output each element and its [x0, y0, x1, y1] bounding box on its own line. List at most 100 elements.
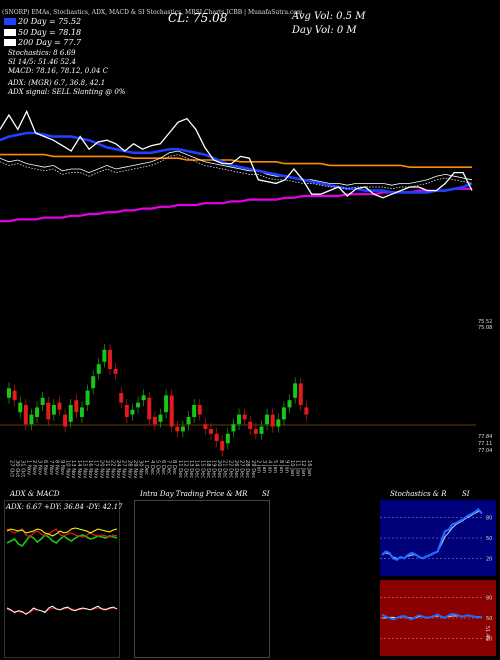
mrsi-axis-label: 80	[486, 596, 492, 602]
mrsi-axis-label: 50	[486, 616, 492, 622]
date-label: 27 Oct	[9, 460, 15, 477]
intraday-panel-title: Intra Day Trading Price & MR	[140, 490, 248, 498]
date-label: 3 Nov	[37, 460, 43, 475]
date-label: 28 Dec	[244, 460, 250, 478]
date-label: 2 Nov	[31, 460, 37, 475]
macd-line	[6, 605, 118, 615]
mrsi-line	[381, 612, 483, 621]
legend-ema50: 50 Day = 78.18	[4, 28, 81, 37]
candle-body	[46, 402, 51, 420]
date-axis: 27 Oct 30 Oct 31 Oct 1 Nov 2 Nov 3 Nov 6 Nov 7 …	[9, 460, 312, 478]
ema200-swatch	[4, 39, 16, 46]
date-label: 8 Nov	[53, 460, 59, 475]
date-label: 20 Nov	[98, 460, 104, 478]
candle-body	[29, 414, 34, 425]
date-label: 10 Jan	[289, 460, 295, 476]
candle-body	[270, 414, 275, 427]
date-label: 12 Jan	[300, 460, 306, 476]
candle-body	[203, 424, 208, 429]
adx-macd-panel-title: ADX & MACD	[10, 490, 60, 498]
date-label: 22 Dec	[227, 460, 233, 478]
candle-body	[40, 397, 45, 405]
candle-body	[35, 407, 40, 417]
price-tag-top2: 75.08	[478, 325, 492, 331]
date-label: 10 Nov	[65, 460, 71, 478]
stoch-axis-label: 80	[486, 516, 492, 522]
macd-chart	[6, 605, 118, 615]
candle-body	[57, 402, 62, 410]
date-label: 11 Dec	[177, 460, 183, 478]
candle-body	[96, 364, 101, 374]
candle-body	[248, 421, 253, 429]
date-label: 26 Dec	[233, 460, 239, 478]
candle-body	[242, 414, 247, 420]
candle-body	[7, 388, 11, 398]
candle-body	[23, 405, 28, 425]
ema-dotted-line	[0, 154, 473, 190]
date-label: 21 Nov	[104, 460, 110, 478]
close-price-label: CL: 75.08	[168, 11, 228, 25]
candle-body	[287, 400, 292, 408]
date-label: 16 Nov	[87, 460, 93, 478]
candle-body	[12, 390, 17, 401]
candle-body	[208, 429, 213, 434]
candle-body	[231, 424, 236, 432]
candle-body	[253, 429, 258, 434]
date-label: 7 Dec	[166, 460, 172, 475]
candle-body	[293, 383, 298, 398]
legend-ema20: 20 Day = 75.52	[4, 17, 81, 26]
price-tag-top: 75.52	[478, 319, 492, 325]
date-label: 27 Dec	[239, 460, 245, 478]
date-label: 12 Dec	[182, 460, 188, 478]
date-label: 4 Dec	[149, 460, 155, 475]
candle-body	[225, 433, 230, 444]
date-label: 20 Dec	[216, 460, 222, 478]
candle-body	[85, 390, 90, 405]
minus-di-line	[6, 528, 118, 538]
date-label: 14 Dec	[194, 460, 200, 478]
date-label: 17 Nov	[93, 460, 99, 478]
candle-body	[175, 426, 180, 432]
lwma-line	[0, 150, 473, 186]
candle-body	[220, 441, 225, 451]
candle-body	[74, 400, 79, 413]
candle-body	[214, 433, 219, 441]
date-label: 15 Dec	[199, 460, 205, 478]
adx-readout: ADX: (MGR) 6.7, 36.8, 42.1	[8, 79, 106, 87]
ema50-label: 50 Day = 78.18	[18, 28, 82, 37]
intraday-panel	[134, 500, 270, 658]
mrsi-axis-label: 20	[486, 636, 492, 642]
date-label: 27 Nov	[121, 460, 127, 478]
candle-body	[68, 405, 73, 422]
plus-di-line	[6, 534, 118, 548]
stochastics-readout: Stochastics: 8 6.69	[8, 49, 76, 57]
candle-body	[119, 393, 124, 403]
date-label: 18 Dec	[205, 460, 211, 478]
stoch-line	[381, 507, 483, 562]
candle-body	[259, 426, 264, 434]
adx-chart	[6, 527, 118, 548]
date-label: 1 Nov	[25, 460, 31, 475]
date-label: 6 Nov	[42, 460, 48, 475]
ema200-label: 200 Day = 77.7	[18, 38, 82, 47]
candle-body	[304, 407, 309, 415]
candle-body	[298, 383, 303, 405]
candle-body	[169, 395, 174, 427]
ema20-label: 20 Day = 75.52	[18, 17, 82, 26]
date-label: 9 Nov	[59, 460, 65, 475]
adx-line	[6, 527, 118, 537]
candle-body	[164, 395, 169, 413]
candle-body	[147, 397, 152, 420]
date-label: 5 Dec	[154, 460, 160, 475]
price-tag-column: 75.52 75.08	[478, 319, 492, 331]
candle-body	[63, 414, 68, 427]
date-label: 13 Nov	[70, 460, 76, 478]
candle-body	[102, 349, 107, 362]
adx-signal-readout: ADX signal: SELL Slanting @ 0%	[8, 88, 126, 96]
date-label: 13 Dec	[188, 460, 194, 478]
date-label: 31 Oct	[20, 460, 26, 477]
price-tag-bottom-2: 77.11	[478, 441, 492, 447]
date-label: 4 Jan	[267, 460, 273, 473]
avg-volume-label: Avg Vol: 0.5 M	[292, 11, 366, 22]
